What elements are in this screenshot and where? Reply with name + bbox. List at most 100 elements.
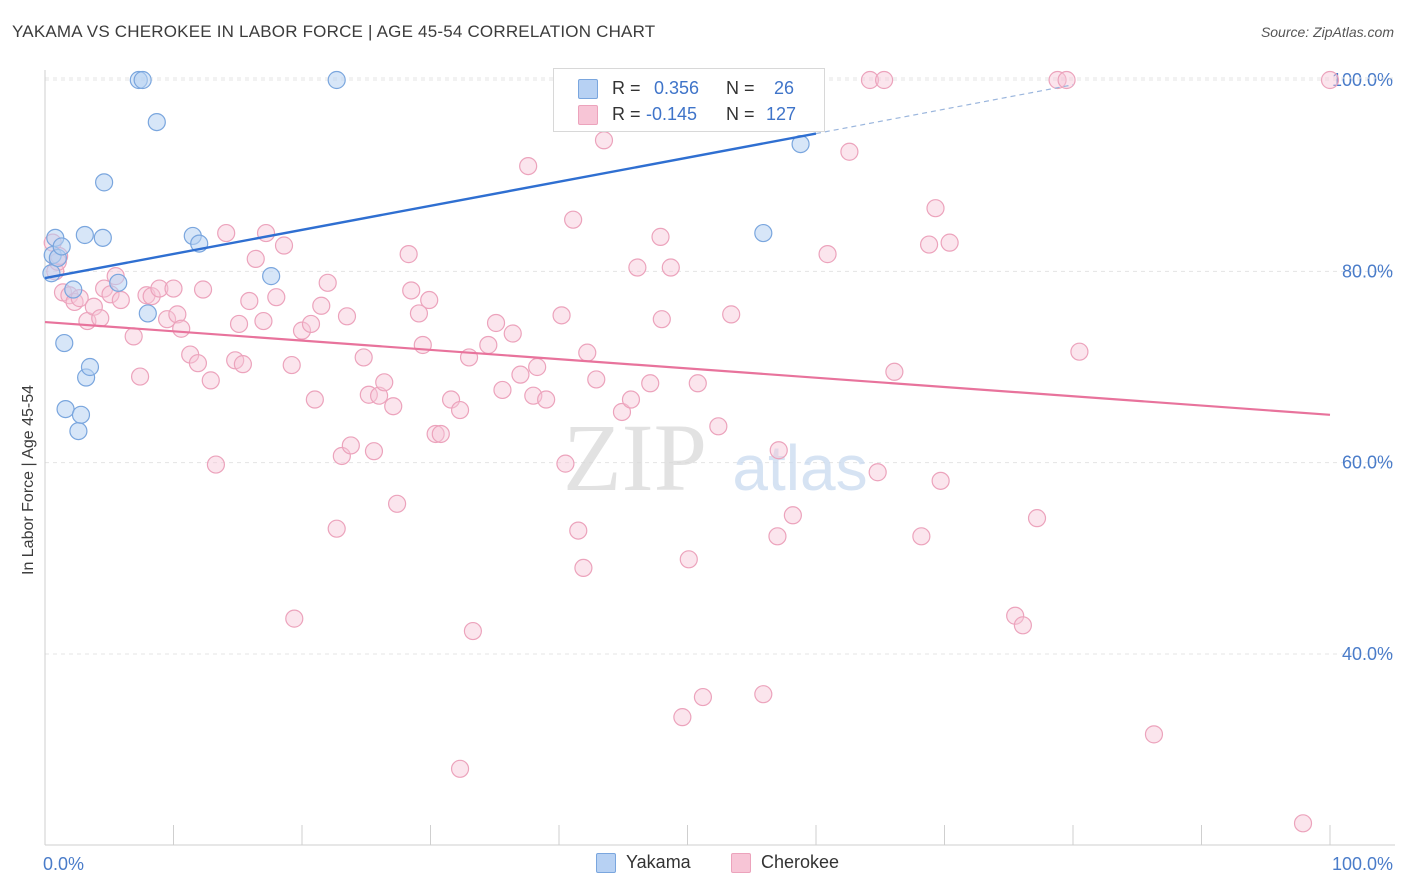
cherokee-point (441, 390, 461, 409)
yakama-point (95, 173, 114, 192)
cherokee-point (341, 436, 360, 455)
x-tick-label-max: 100.0% (1332, 854, 1393, 874)
cherokee-trend-line (44, 320, 1331, 416)
cherokee-point (1320, 70, 1340, 90)
cherokee-point (621, 390, 641, 409)
cherokee-point (1144, 725, 1164, 744)
cherokee-point (217, 223, 236, 243)
cherokee-n-value: 127 (766, 104, 797, 124)
yakama-r-label: R = (612, 78, 641, 98)
cherokee-point (409, 304, 429, 323)
yakama-point (109, 273, 128, 292)
cherokee-point (528, 357, 547, 377)
cherokee-point (652, 310, 671, 329)
cherokee-point (651, 227, 670, 246)
watermark-atlas: atlas (732, 432, 867, 504)
cherokee-point (337, 307, 357, 326)
yakama-point (93, 228, 112, 247)
cherokee-point (587, 370, 606, 389)
cherokee-point (1006, 606, 1025, 625)
cherokee-point (157, 310, 177, 329)
yakama-point (64, 280, 83, 299)
bottom-cherokee-swatch (731, 853, 751, 873)
y-axis-label: In Labor Force | Age 45-54 (20, 384, 37, 575)
cherokee-point (84, 297, 103, 316)
cherokee-point (641, 374, 660, 393)
y-tick-label: 100.0% (1332, 70, 1393, 90)
cherokee-r-label: R = (612, 104, 641, 124)
cherokee-point (150, 279, 169, 298)
y-tick-label: 80.0% (1342, 261, 1393, 281)
cherokee-point (578, 343, 597, 362)
cherokee-point (493, 380, 512, 400)
cherokee-point (1293, 814, 1313, 833)
cherokee-point (370, 386, 389, 405)
cherokee-r-value: -0.145 (646, 104, 698, 124)
cherokee-point (285, 609, 304, 628)
cherokee-point (574, 558, 593, 578)
watermark-zip: ZIP (563, 404, 707, 511)
cherokee-point (364, 442, 384, 461)
yakama-point (71, 405, 91, 424)
yakama-n-label: N = (726, 78, 755, 98)
cherokee-point (168, 305, 187, 324)
cherokee-point (399, 245, 418, 264)
cherokee-point (274, 236, 294, 255)
cherokee-point (431, 424, 450, 444)
cherokee-point (754, 685, 773, 704)
cherokee-point (201, 371, 220, 390)
cherokee-point (693, 687, 713, 707)
cherokee-point (511, 365, 530, 384)
cherokee-point (292, 321, 312, 340)
cherokee-point (91, 309, 110, 328)
cherokee-point (305, 390, 324, 409)
cherokee-point (124, 327, 143, 346)
cherokee-point (332, 446, 351, 466)
cherokee-point (868, 463, 887, 482)
yakama-r-value: 0.356 (654, 78, 700, 98)
cherokee-point (384, 397, 403, 416)
yakama-trend-extension (815, 84, 1074, 135)
yakama-point (147, 112, 166, 132)
y-tick-label: 60.0% (1342, 453, 1393, 473)
cherokee-point (926, 199, 945, 218)
yakama-point (52, 237, 71, 256)
cherokee-point (327, 519, 346, 538)
cherokee-point (229, 314, 249, 334)
cherokee-point (426, 424, 445, 444)
yakama-point (754, 223, 773, 243)
yakama-point (262, 267, 281, 286)
cherokee-point (519, 157, 538, 176)
cherokee-point (537, 390, 556, 409)
cherokee-point (940, 233, 959, 252)
cherokee-point (282, 355, 301, 375)
yakama-point (327, 70, 346, 90)
cherokee-point (172, 319, 191, 338)
cherokee-point (130, 367, 150, 386)
cherokee-point (450, 759, 470, 778)
cherokee-point (768, 527, 787, 546)
cherokee-point (188, 354, 208, 373)
cherokee-point (818, 245, 837, 264)
y-tick-label: 40.0% (1342, 644, 1393, 664)
cherokee-point (594, 131, 614, 150)
legend-row-yakama: R = 0.356 N = 26 (554, 75, 824, 101)
yakama-point (80, 357, 100, 377)
yakama-point (133, 70, 152, 90)
cherokee-point (688, 374, 707, 393)
cherokee-point (860, 70, 880, 90)
cherokee-point (463, 621, 483, 641)
cherokee-point (840, 142, 859, 161)
yakama-point (42, 264, 61, 283)
cherokee-point (402, 281, 421, 300)
cherokee-point (246, 249, 265, 268)
cherokee-point (564, 210, 583, 229)
cherokee-point (885, 362, 904, 381)
cherokee-point (142, 287, 161, 306)
source-label: Source: ZipAtlas.com (1260, 24, 1394, 40)
cherokee-point (256, 223, 276, 243)
cherokee-point (552, 306, 571, 325)
cherokee-point (612, 402, 632, 422)
x-tick-label-min: 0.0% (43, 854, 84, 874)
